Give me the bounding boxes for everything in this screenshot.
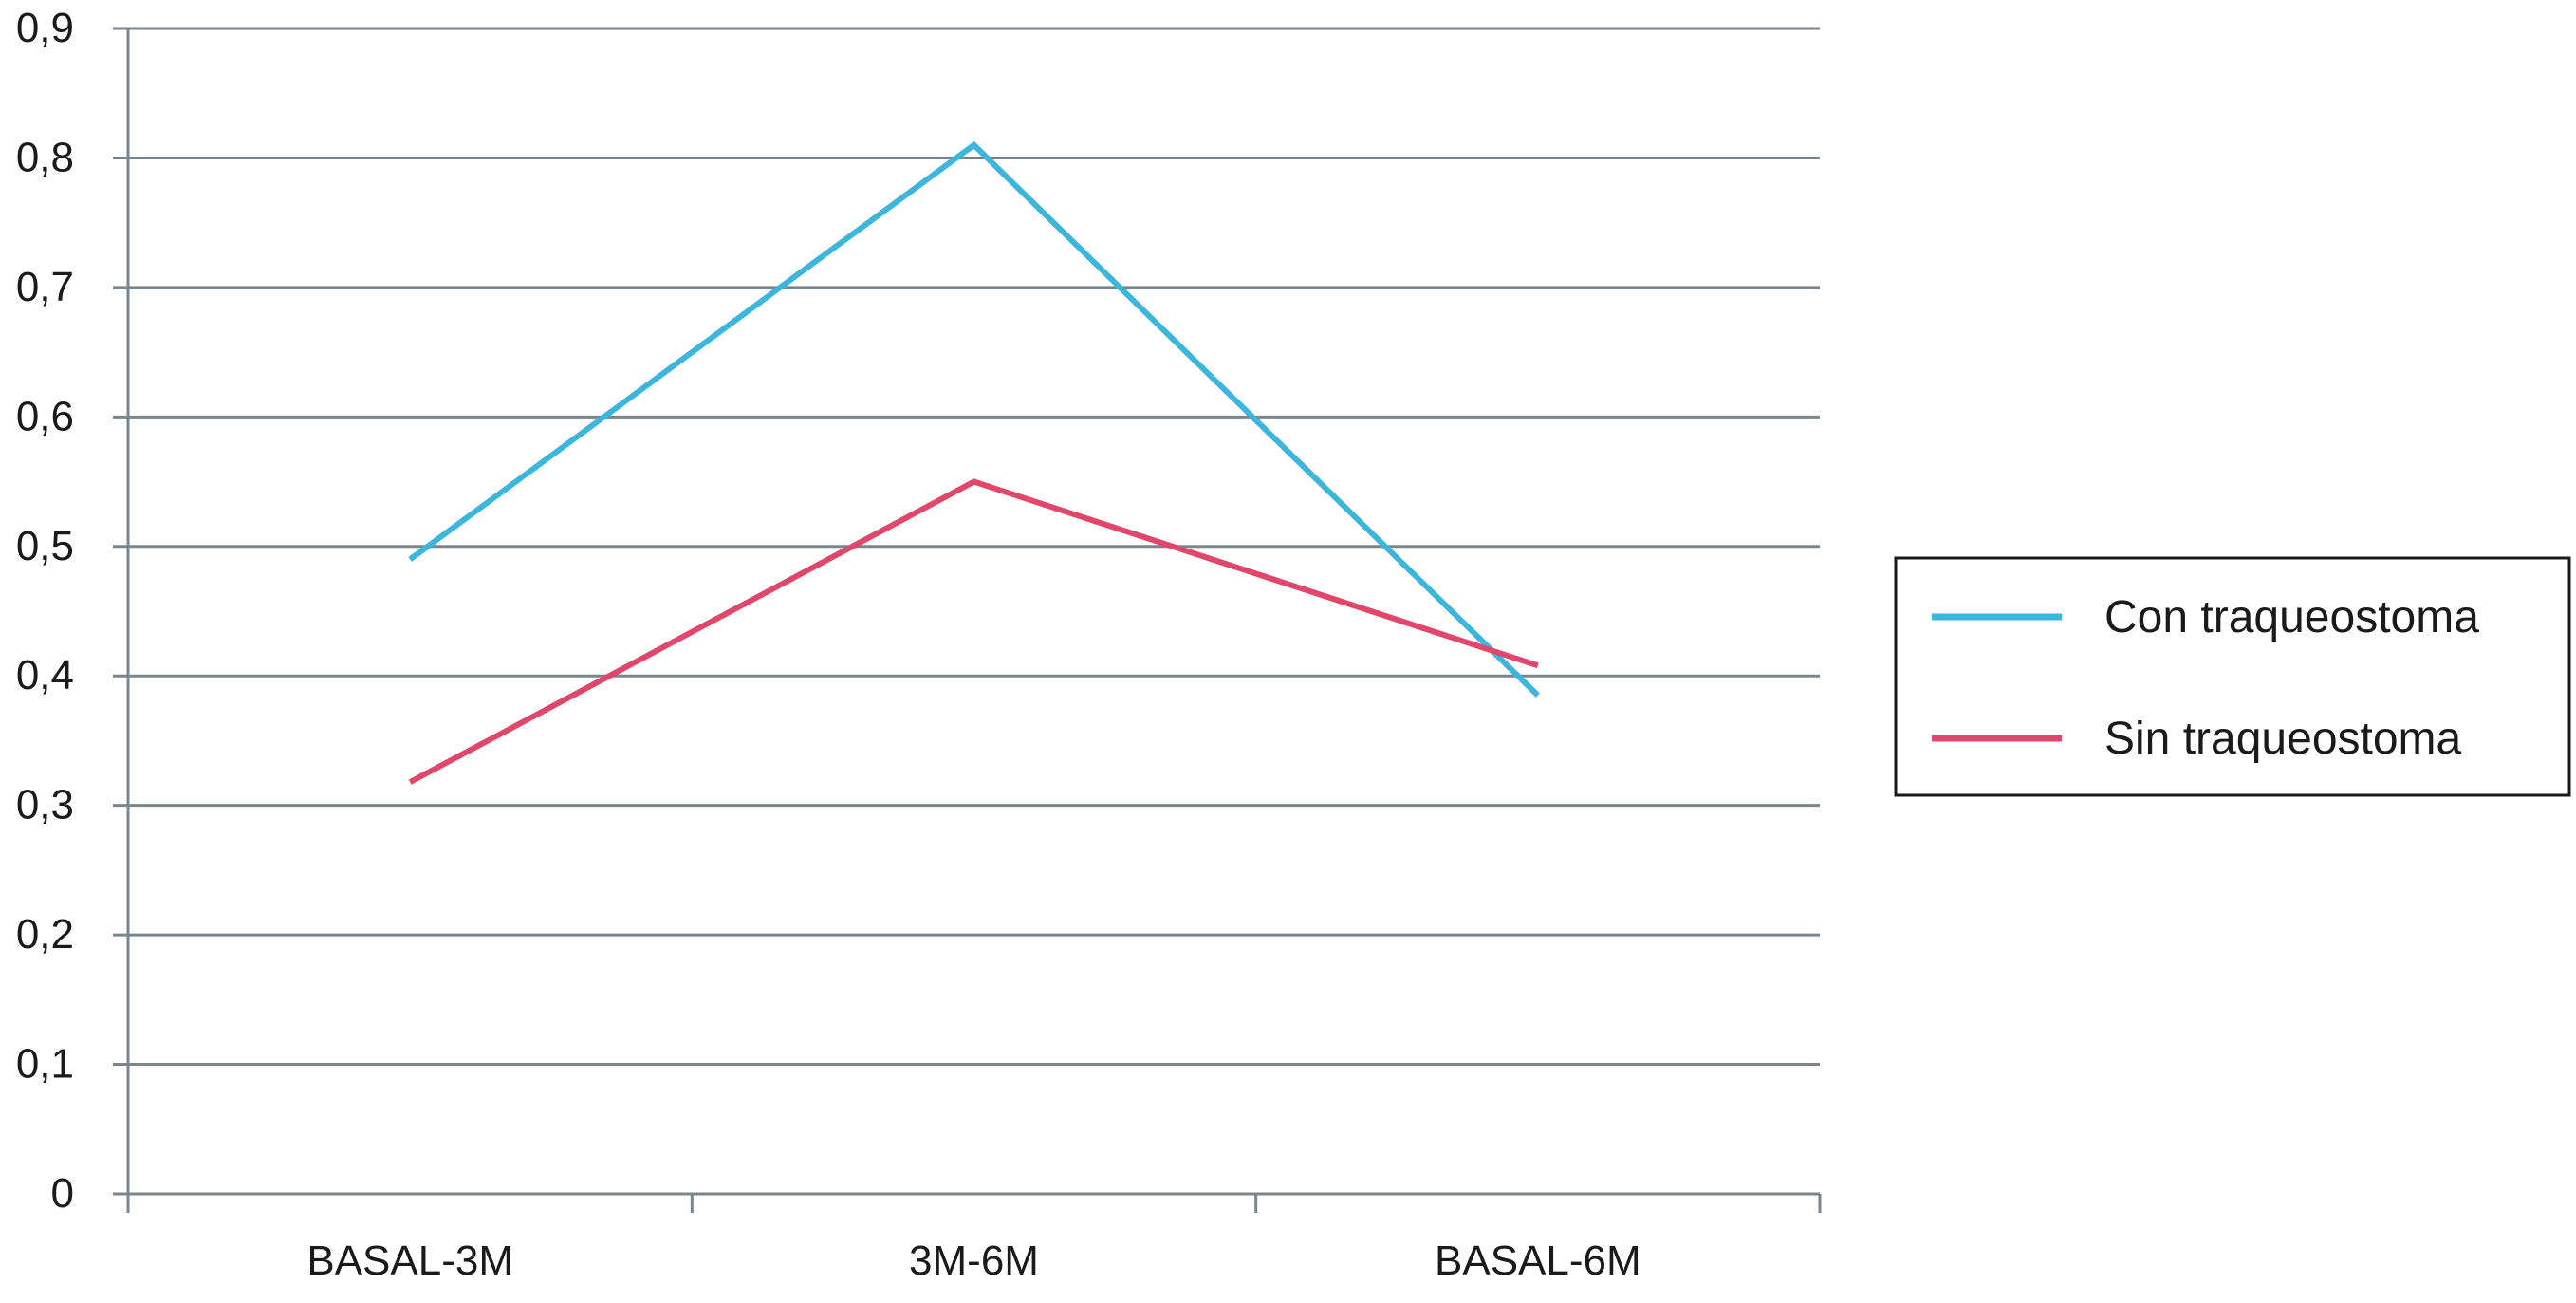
y-tick-label: 0,5	[16, 523, 74, 569]
y-tick-label: 0,1	[16, 1041, 74, 1088]
x-tick-label: 3M-6M	[909, 1238, 1039, 1284]
y-tick-label: 0,8	[16, 134, 74, 180]
legend: Con traqueostoma Sin traqueostoma	[1896, 558, 2569, 795]
y-tick-label: 0,3	[16, 782, 74, 828]
axes	[128, 28, 1820, 1213]
y-tick-label: 0,4	[16, 652, 74, 698]
y-tick-labels: 0 0,1 0,2 0,3 0,4 0,5 0,6 0,7 0,8 0,9	[16, 5, 74, 1217]
y-tick-label: 0,9	[16, 5, 74, 51]
x-tick-label: BASAL-3M	[306, 1238, 513, 1284]
legend-label: Con traqueostoma	[2104, 592, 2479, 642]
y-tick-label: 0	[51, 1170, 74, 1217]
x-tick-labels: BASAL-3M 3M-6M BASAL-6M	[306, 1238, 1640, 1284]
series-lines	[410, 145, 1538, 783]
y-tick-label: 0,7	[16, 264, 74, 310]
y-tick-label: 0,2	[16, 911, 74, 958]
legend-label: Sin traqueostoma	[2104, 714, 2462, 764]
gridlines	[113, 28, 1820, 1194]
x-tick-label: BASAL-6M	[1435, 1238, 1641, 1284]
y-tick-label: 0,6	[16, 393, 74, 439]
